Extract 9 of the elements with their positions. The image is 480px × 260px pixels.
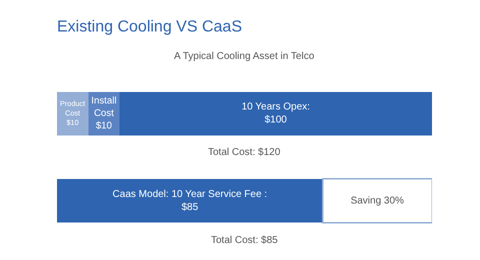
chart-title: Existing Cooling VS CaaS	[57, 18, 242, 36]
annotation: Total Cost: $120	[208, 147, 281, 158]
annotation: Total Cost: $85	[211, 235, 278, 246]
data-label: Caas Model: 10 Year Service Fee : $85	[112, 188, 268, 213]
data-label: 10 Years Opex: $100	[242, 102, 310, 126]
chart-subtitle: A Typical Cooling Asset in Telco	[174, 51, 315, 62]
data-label: Install Cost $10	[91, 95, 116, 132]
data-label: Saving 30%	[350, 195, 404, 206]
data-label: Product Cost $10	[60, 98, 86, 127]
